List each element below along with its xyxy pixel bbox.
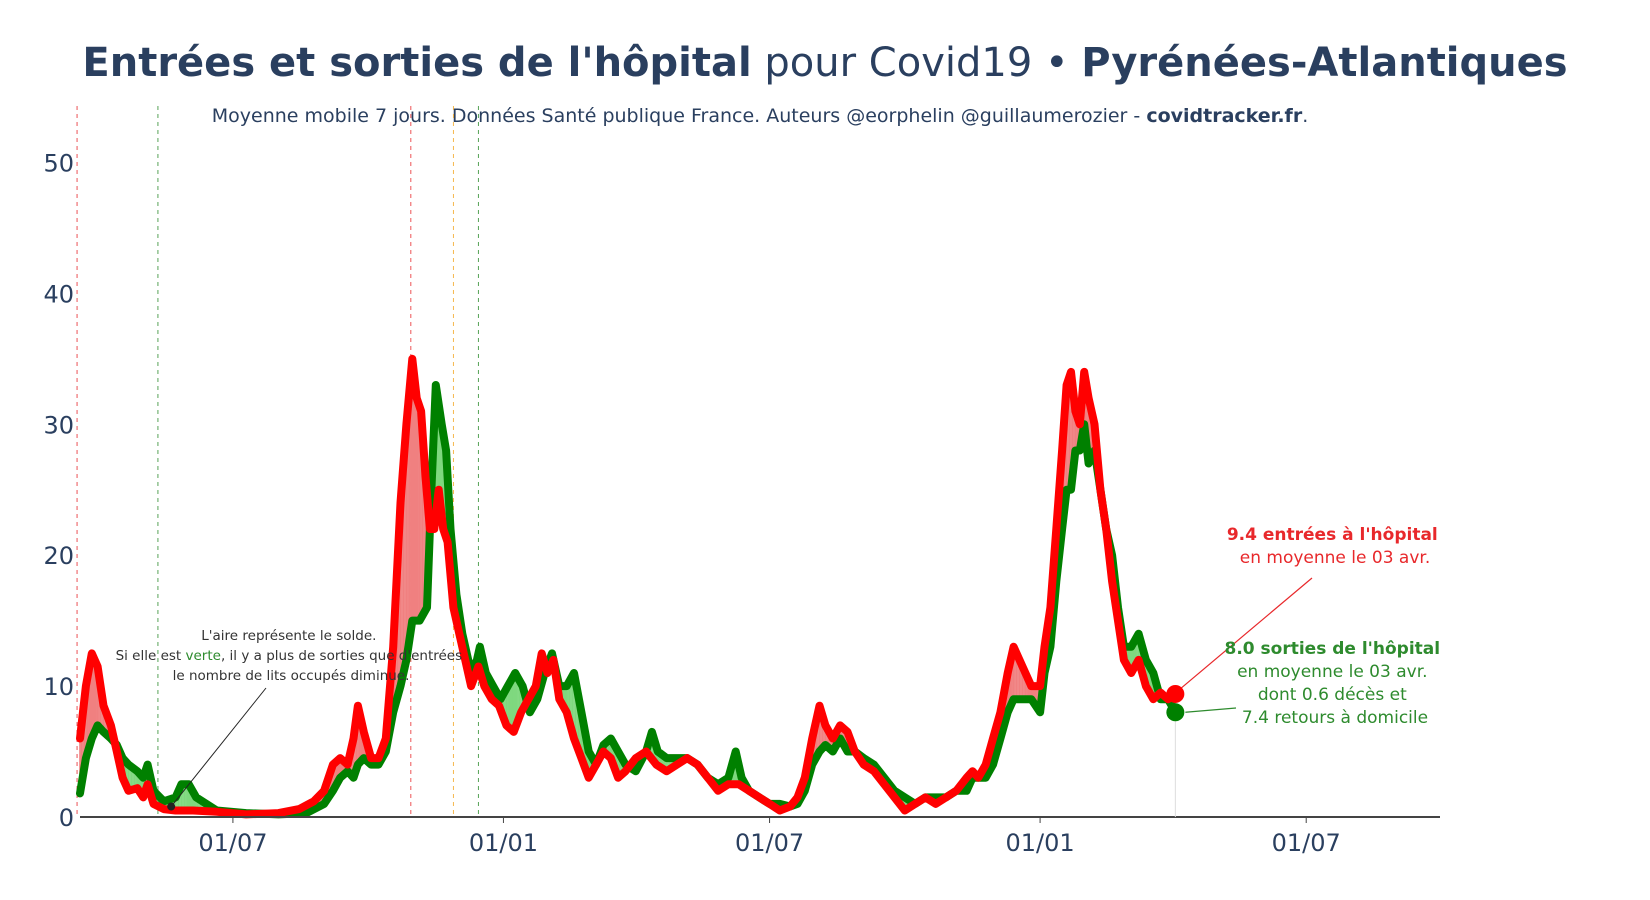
exits-annotation-bold: 8.0 sorties de l'hôpital	[1225, 639, 1441, 659]
series-lines	[76, 354, 1180, 819]
exits-annotation-line-2: dont 0.6 décès et	[1258, 685, 1407, 705]
area-note-arrow	[170, 687, 267, 807]
exits-connector	[1185, 707, 1237, 713]
x-tick-label: 01/01	[1006, 829, 1075, 857]
area-note-line-2-end: , il y a plus de sorties que d'entrées	[221, 648, 462, 664]
entries-annotation: 9.4 entrées à l'hôpital en moyenne le 03…	[1227, 525, 1443, 568]
area-note-line-2-start: Si elle est	[116, 648, 186, 664]
exits-annotation: 8.0 sorties de l'hôpital en moyenne le 0…	[1225, 639, 1446, 728]
title-regular-part: pour Covid19 •	[752, 40, 1082, 86]
x-tick-label: 01/07	[198, 829, 267, 857]
title-bold-part-1: Entrées et sorties de l'hôpital	[82, 40, 751, 86]
axes: 0 10 20 30 40 50 01/07 01/01 01/07 01/01 01/07	[43, 149, 1440, 857]
subtitle-end: .	[1302, 105, 1308, 127]
y-tick-label: 30	[43, 411, 74, 439]
subtitle-text: Moyenne mobile 7 jours. Données Santé pu…	[212, 105, 1147, 127]
balance-area	[79, 358, 1177, 815]
area-note-green-word: verte	[186, 648, 221, 664]
y-tick-label: 50	[43, 149, 74, 177]
chart-subtitle: Moyenne mobile 7 jours. Données Santé pu…	[212, 105, 1309, 127]
exits-last-dot	[1166, 703, 1185, 722]
exits-annotation-line-1: en moyenne le 03 avr.	[1237, 662, 1427, 682]
series-line-exits	[76, 381, 1180, 819]
entries-annotation-bold: 9.4 entrées à l'hôpital	[1227, 525, 1438, 545]
y-tick-label: 40	[43, 280, 74, 308]
y-tick-label: 0	[59, 804, 74, 832]
x-tick-label: 01/07	[735, 829, 804, 857]
subtitle-site: covidtracker.fr	[1146, 105, 1303, 127]
exits-annotation-line-3: 7.4 retours à domicile	[1242, 708, 1428, 728]
y-tick-label: 20	[43, 542, 74, 570]
title-bold-part-2: Pyrénées-Atlantiques	[1081, 40, 1567, 86]
area-note-line-2: Si elle est verte, il y a plus de sortie…	[116, 648, 463, 664]
area-note-line-3: le nombre de lits occupés diminue.	[173, 668, 410, 684]
x-tick-label: 01/01	[469, 829, 538, 857]
area-note-point	[167, 802, 176, 811]
x-tick-label: 01/07	[1272, 829, 1341, 857]
area-note-line-1: L'aire représente le solde.	[201, 628, 376, 644]
entries-last-dot	[1166, 684, 1185, 703]
series-line-entries	[76, 354, 1180, 819]
entries-connector	[1180, 577, 1313, 689]
chart-title: Entrées et sorties de l'hôpital pour Cov…	[82, 40, 1567, 86]
y-tick-label: 10	[43, 673, 74, 701]
area-note: L'aire représente le solde. Si elle est …	[116, 628, 467, 684]
annotations	[167, 577, 1313, 811]
entries-annotation-line: en moyenne le 03 avr.	[1240, 548, 1430, 568]
